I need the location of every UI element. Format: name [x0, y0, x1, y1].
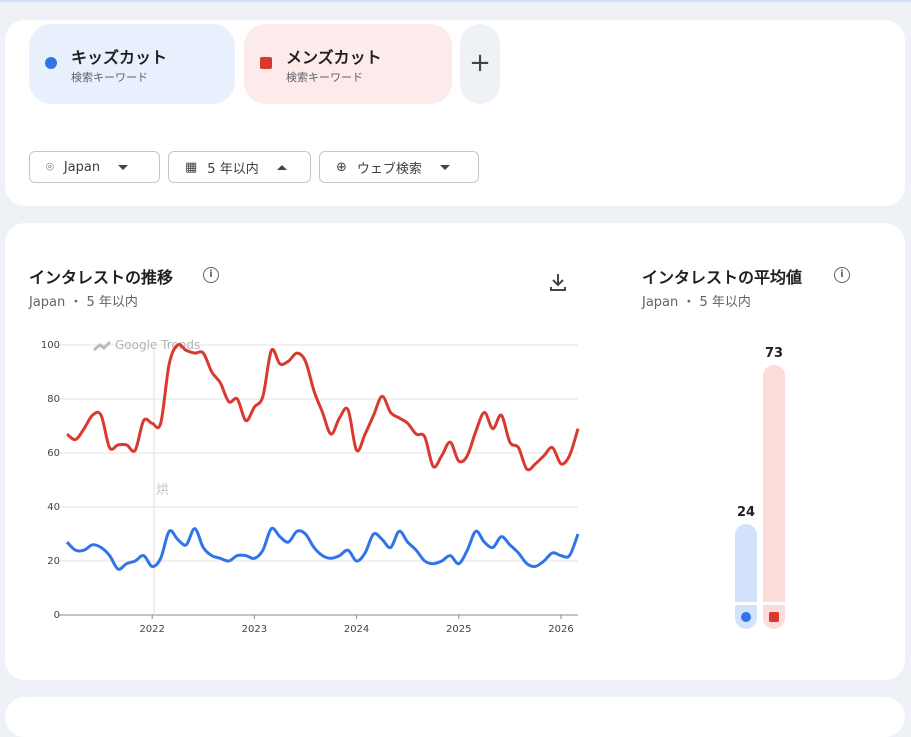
average-subtitle: Japan ・ 5 年以内: [642, 295, 751, 310]
region-filter[interactable]: ⌾ Japan: [29, 151, 160, 183]
search-type-value: ウェブ検索: [356, 161, 422, 177]
y-tick-label: 40: [47, 502, 60, 513]
x-tick-label: 2023: [242, 624, 267, 635]
red-square-icon: [260, 57, 272, 69]
average-bar[interactable]: [735, 524, 757, 602]
x-tick-label: 2024: [344, 624, 369, 635]
term-chip-kids-cut[interactable]: キッズカット 検索キーワード: [29, 24, 235, 104]
y-tick-label: 80: [47, 394, 60, 405]
term-name: キッズカット: [71, 48, 168, 67]
x-tick-label: 2026: [548, 624, 573, 635]
y-tick-label: 60: [47, 448, 60, 459]
x-tick-label: 2025: [446, 624, 471, 635]
info-icon[interactable]: i: [203, 267, 219, 283]
y-tick-label: 20: [47, 556, 60, 567]
period-filter[interactable]: ▦ 5 年以内: [168, 151, 311, 183]
globe-icon: ⊕: [336, 159, 347, 175]
term-name: メンズカット: [286, 48, 382, 67]
interest-over-time-subtitle: Japan ・ 5 年以内: [29, 295, 138, 310]
term-chip-mens-cut[interactable]: メンズカット 検索キーワード: [244, 24, 452, 104]
y-tick-label: 100: [41, 340, 60, 351]
red-square-icon: [769, 612, 779, 622]
caret-up-icon: [276, 164, 287, 170]
x-tick-label: 2022: [139, 624, 164, 635]
blue-circle-icon: [741, 612, 751, 622]
location-pin-icon: ⌾: [46, 159, 54, 175]
interest-over-time-title: インタレストの推移: [29, 268, 174, 287]
next-card: [5, 697, 905, 737]
term-type: 検索キーワード: [71, 71, 148, 84]
chart-annotation: 烘: [156, 483, 169, 498]
series-line[interactable]: [66, 343, 580, 472]
region-value: Japan: [63, 159, 101, 175]
add-term-button[interactable]: +: [460, 24, 500, 104]
calendar-icon: ▦: [185, 159, 198, 175]
term-type: 検索キーワード: [286, 71, 363, 84]
blue-circle-icon: [45, 57, 57, 69]
bar-value-label: 24: [737, 505, 755, 520]
search-type-filter[interactable]: ⊕ ウェブ検索: [319, 151, 479, 183]
bar-value-label: 73: [765, 346, 783, 361]
info-icon[interactable]: i: [834, 267, 850, 283]
average-title: インタレストの平均値: [642, 268, 803, 287]
series-line[interactable]: [65, 526, 580, 571]
y-tick-label: 0: [54, 610, 60, 621]
google-trends-watermark: Google Trends: [93, 338, 200, 352]
average-bar-chart: 24 73: [735, 346, 785, 629]
caret-down-icon: [439, 164, 450, 170]
period-value: 5 年以内: [207, 161, 259, 177]
interest-line-chart[interactable]: 0 20 40 60 80 100 2022 2023 2024 2025 2026 Google …: [0, 2, 911, 716]
svg-text:Google Trends: Google Trends: [115, 338, 200, 352]
average-bar[interactable]: [763, 364, 785, 602]
caret-down-icon: [118, 164, 129, 170]
download-icon[interactable]: [548, 272, 568, 292]
